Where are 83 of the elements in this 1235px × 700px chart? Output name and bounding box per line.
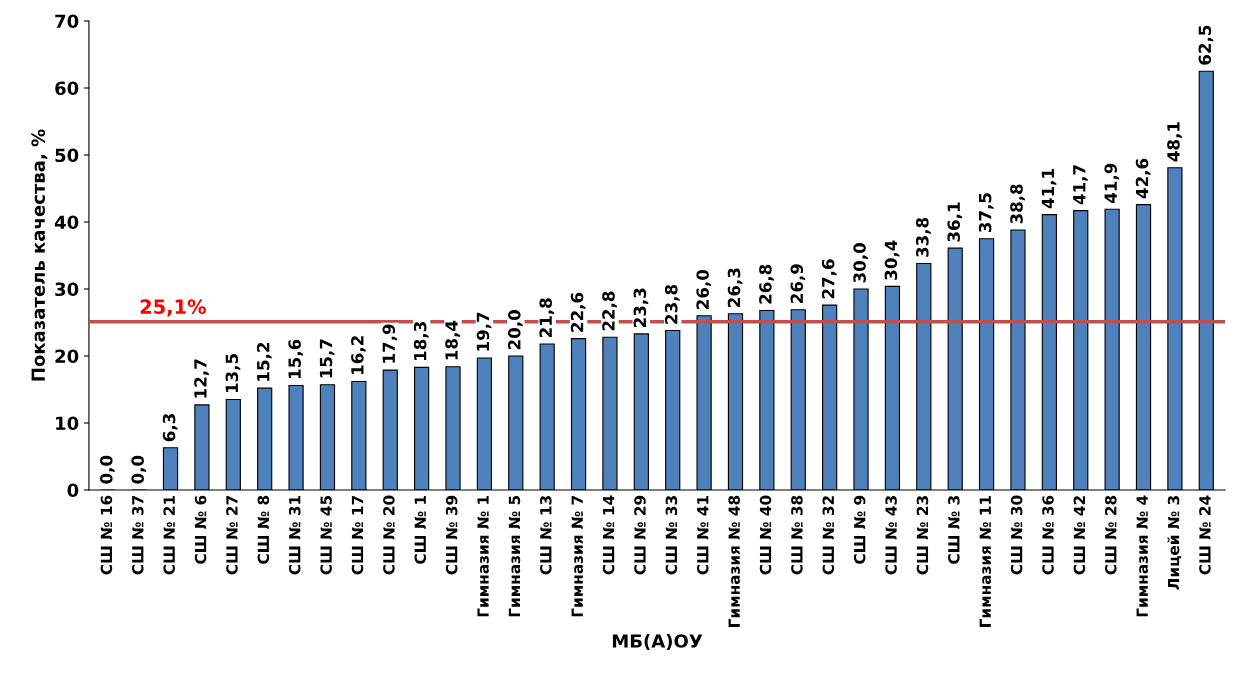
data-label: 0,0	[131, 455, 147, 484]
x-tick-label: СШ № 20	[383, 495, 395, 575]
x-tick-label: СШ № 29	[634, 495, 646, 575]
x-tick-label: СШ № 40	[759, 495, 772, 575]
x-tick-label: Гимназия № 11	[979, 495, 992, 627]
data-label: 27,6	[821, 259, 837, 299]
data-label: 30,0	[853, 243, 868, 283]
data-label: 22,6	[570, 292, 586, 332]
data-label: 12,7	[194, 359, 209, 398]
y-tick-label: 10	[56, 416, 79, 431]
x-tick-label: Лицей № 3	[1167, 496, 1182, 590]
data-label: 15,6	[288, 339, 304, 379]
data-label: 18,3	[413, 322, 429, 360]
data-label: 42,6	[1135, 158, 1151, 199]
y-tick-label: 20	[55, 349, 79, 364]
x-tick-label: СШ № 36	[1042, 495, 1054, 575]
x-tick-label: Гимназия № 4	[1136, 495, 1148, 617]
x-tick-label: СШ № 8	[257, 495, 270, 564]
data-label: 41,7	[1073, 165, 1088, 205]
x-tick-label: СШ № 3	[948, 496, 960, 564]
x-tick-label: СШ № 14	[602, 495, 615, 575]
ref-line-label: 25,1%	[140, 299, 206, 317]
data-label: 41,1	[1041, 169, 1057, 209]
y-tick-label: 60	[55, 81, 79, 96]
data-label: 41,9	[1104, 163, 1120, 203]
y-tick-label: 40	[54, 215, 79, 230]
x-tick-label: СШ № 33	[665, 496, 678, 575]
x-tick-label: СШ № 41	[696, 495, 709, 575]
data-label: 38,8	[1010, 184, 1025, 224]
x-tick-label: СШ № 42	[1073, 496, 1086, 575]
x-tick-label: Гимназия № 1	[477, 495, 489, 617]
y-tick-label: 70	[55, 14, 79, 29]
x-tick-label: СШ № 9	[853, 495, 866, 564]
y-tick-label: 30	[55, 282, 79, 297]
x-tick-label: СШ № 6	[194, 495, 207, 564]
x-tick-label: Гимназия № 7	[571, 496, 583, 617]
x-tick-label: СШ № 37	[132, 496, 144, 575]
y-tick-label: 50	[55, 148, 79, 163]
data-label: 26,0	[696, 269, 712, 309]
data-label: 23,8	[664, 284, 680, 324]
data-label: 26,9	[790, 264, 806, 303]
data-label: 62,5	[1198, 25, 1214, 65]
y-axis-title: Показатель качества, %	[31, 129, 48, 381]
data-label: 22,8	[602, 291, 617, 331]
x-tick-label: СШ № 27	[226, 496, 238, 575]
x-tick-label: Гимназия № 48	[728, 495, 740, 627]
x-axis-title: МБ(А)ОУ	[612, 633, 703, 650]
x-tick-label: СШ № 1	[414, 495, 427, 564]
data-label: 30,4	[884, 240, 900, 280]
x-tick-label: СШ № 16	[100, 495, 113, 575]
data-label: 19,7	[476, 312, 492, 351]
x-tick-label: СШ № 31	[288, 495, 301, 575]
data-label: 16,2	[351, 336, 366, 375]
data-label: 36,1	[947, 202, 963, 242]
x-tick-label: СШ № 32	[822, 496, 835, 575]
x-tick-label: СШ № 23	[916, 496, 929, 575]
x-tick-label: СШ № 45	[320, 495, 332, 575]
data-label: 18,4	[445, 320, 460, 360]
data-label: 15,7	[319, 339, 335, 378]
x-tick-label: СШ № 28	[1105, 495, 1117, 575]
data-label: 33,8	[916, 217, 931, 257]
data-label: 23,3	[633, 288, 649, 328]
x-tick-label: СШ № 21	[163, 495, 175, 575]
x-tick-label: СШ № 17	[351, 496, 364, 575]
x-tick-label: СШ № 43	[885, 496, 897, 575]
data-label: 17,9	[382, 324, 398, 363]
x-tick-label: СШ № 30	[1010, 495, 1023, 575]
x-tick-label: Гимназия № 5	[508, 495, 521, 617]
data-label: 21,8	[539, 298, 555, 338]
data-label: 15,2	[256, 342, 272, 381]
x-tick-label: СШ № 38	[791, 495, 803, 575]
data-label: 13,5	[225, 354, 241, 393]
x-tick-label: СШ № 39	[445, 495, 458, 575]
data-label: 0,0	[99, 455, 115, 484]
data-label: 37,5	[978, 193, 994, 233]
x-tick-label: СШ № 13	[540, 496, 552, 575]
x-tick-label: СШ № 24	[1199, 495, 1211, 575]
data-label: 26,8	[759, 264, 774, 304]
y-tick-label: 0	[67, 483, 79, 498]
data-label: 6,3	[162, 414, 178, 442]
data-label: 20,0	[508, 310, 523, 350]
data-label: 26,3	[727, 268, 743, 307]
data-label: 48,1	[1167, 122, 1182, 162]
